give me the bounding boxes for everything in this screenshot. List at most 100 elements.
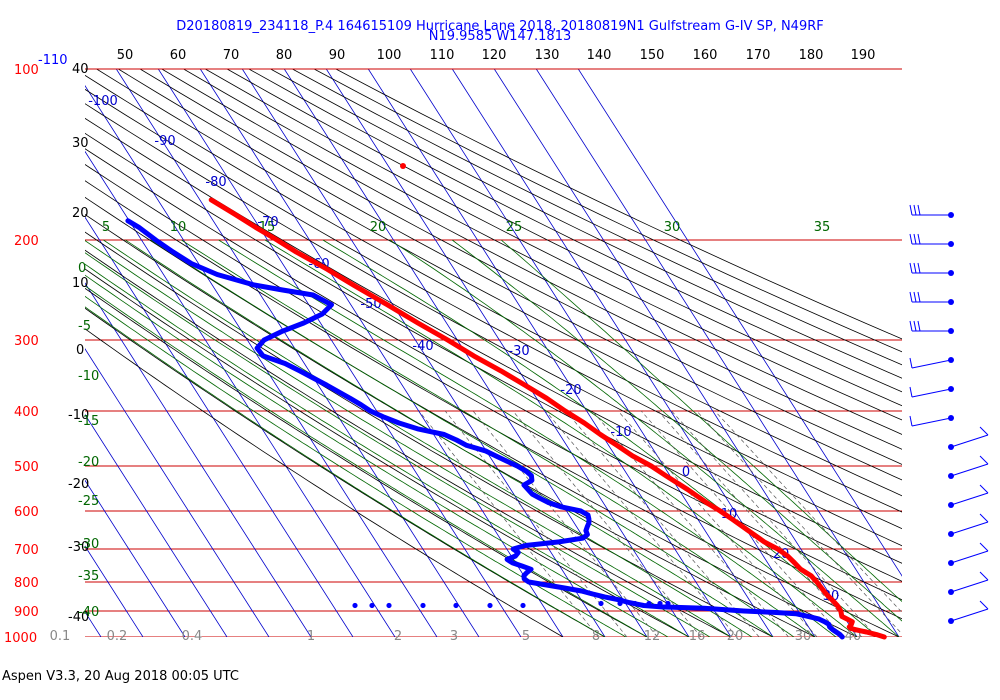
moist-adiabat — [181, 239, 816, 637]
footer-text: Aspen V3.3, 20 Aug 2018 00:05 UTC — [2, 669, 239, 684]
isotherm-line — [535, 69, 900, 637]
top-tick-label: 70 — [223, 48, 240, 63]
isotherm-label: -40 — [412, 339, 433, 354]
wind-barb-staff — [950, 550, 989, 564]
left-temp-tick: 10 — [72, 276, 89, 291]
mixing-ratio-label: 0.2 — [107, 629, 128, 644]
dry-adiabat — [85, 268, 690, 637]
wind-barb-flag — [917, 262, 921, 274]
isotherm-label: -100 — [88, 94, 118, 109]
dewpoint-dot — [487, 602, 493, 609]
wind-barb — [909, 204, 954, 218]
mixing-ratio-label: 30 — [795, 629, 812, 644]
isotherm-line — [577, 69, 902, 577]
dry-adiabat — [335, 69, 902, 340]
top-tick-label: 80 — [276, 48, 293, 63]
isolated-point — [400, 163, 406, 169]
dewpoint-dot — [632, 600, 638, 607]
wind-barb-flag — [917, 291, 921, 303]
dewpoint-dot — [386, 602, 392, 609]
mixing-ratio-label: 1 — [307, 629, 315, 644]
wind-barb — [948, 513, 989, 537]
wind-barb-flag — [913, 233, 917, 245]
wind-barb-staff — [950, 521, 989, 535]
wind-barb — [948, 484, 989, 508]
dry-adiabat — [85, 196, 858, 637]
dry-adiabat — [85, 74, 902, 513]
dry-adiabat — [270, 69, 902, 379]
chart-title: D20180819_234118_P.4 164615109 Hurricane… — [176, 19, 823, 34]
wind-barb-flag — [913, 291, 917, 303]
plot-area: 50 60 70 80 90 100 110 120 130 140 150 160 170 180 190… — [4, 48, 989, 646]
wind-barb — [909, 233, 954, 247]
top-tick-label: 110 — [430, 48, 455, 63]
isotherm-label: -20 — [560, 383, 581, 398]
mixing-ratio-label: 40 — [845, 629, 862, 644]
moist-adiabat — [500, 239, 902, 603]
dry-adiabat — [85, 88, 902, 530]
mixing-ratio-label: 12 — [644, 629, 661, 644]
wind-barb-flag — [909, 291, 913, 303]
isotherm-label: -30 — [508, 344, 529, 359]
moist-left-label: 0 — [78, 261, 86, 276]
wind-barb — [909, 320, 954, 334]
dewpoint-dot — [617, 600, 623, 607]
mixing-ratio-label: 5 — [522, 629, 530, 644]
mixing-ratio-label: 20 — [727, 629, 744, 644]
top-tick-label: 90 — [329, 48, 346, 63]
dry-adiabat — [292, 69, 902, 366]
moist-adiabat — [85, 285, 648, 637]
dry-adiabat — [313, 69, 902, 353]
left-temp-tick: 40 — [72, 62, 89, 77]
moist-top-label: 20 — [370, 220, 387, 235]
wind-barb-staff — [911, 359, 952, 369]
dry-adiabat — [85, 231, 774, 637]
moist-top-label: 35 — [814, 220, 831, 235]
moist-adiabat — [150, 239, 795, 637]
mixing-ratio-label: 0.1 — [50, 629, 71, 644]
wind-barb-flag — [979, 455, 989, 465]
isotherm-label: -80 — [205, 175, 226, 190]
dry-adiabat — [205, 69, 902, 421]
wind-barb-flag — [979, 542, 989, 552]
moist-adiabat — [103, 239, 753, 637]
wind-barb-flag — [917, 233, 921, 245]
left-temp-tick: -30 — [68, 540, 89, 555]
pressure-label-200: 200 — [14, 234, 39, 249]
isotherm-line — [115, 69, 480, 637]
dry-adiabat — [161, 69, 902, 450]
wind-barb-staff — [950, 579, 989, 593]
mixing-ratio-line — [714, 410, 902, 613]
isotherm-label: -10 — [610, 425, 631, 440]
dewpoint-dot — [665, 600, 671, 607]
isotherm-line — [199, 69, 564, 637]
pressure-label-300: 300 — [14, 334, 39, 349]
mixing-ratio-line — [565, 410, 760, 637]
wind-barb-flag — [909, 320, 913, 332]
dry-adiabat — [118, 69, 902, 481]
top-tick-label: 130 — [535, 48, 560, 63]
dewpoint-dot — [598, 600, 604, 607]
moist-top-label: 30 — [664, 220, 681, 235]
isotherm-line — [367, 69, 732, 637]
top-tick-label: 60 — [170, 48, 187, 63]
dry-adiabat — [85, 164, 902, 620]
moist-left-label: -10 — [78, 369, 99, 384]
isotherm-line — [409, 69, 774, 637]
top-tick-label: 120 — [482, 48, 507, 63]
dry-adiabat — [85, 132, 902, 582]
mixing-ratio-label: 8 — [592, 629, 600, 644]
pressure-label-500: 500 — [14, 460, 39, 475]
moist-left-label: -30 — [78, 537, 99, 552]
moist-left-label: -20 — [78, 455, 99, 470]
dry-adiabat — [85, 249, 732, 637]
left-top-temp-label: -110 — [38, 53, 68, 68]
dewpoint-dot — [352, 602, 358, 609]
moist-adiabat — [85, 295, 627, 637]
mixing-ratio-line — [444, 410, 628, 637]
pressure-label-400: 400 — [14, 405, 39, 420]
mixing-ratio-line — [671, 410, 878, 637]
wind-barb-flag — [979, 600, 989, 610]
dry-adiabat — [85, 287, 648, 637]
